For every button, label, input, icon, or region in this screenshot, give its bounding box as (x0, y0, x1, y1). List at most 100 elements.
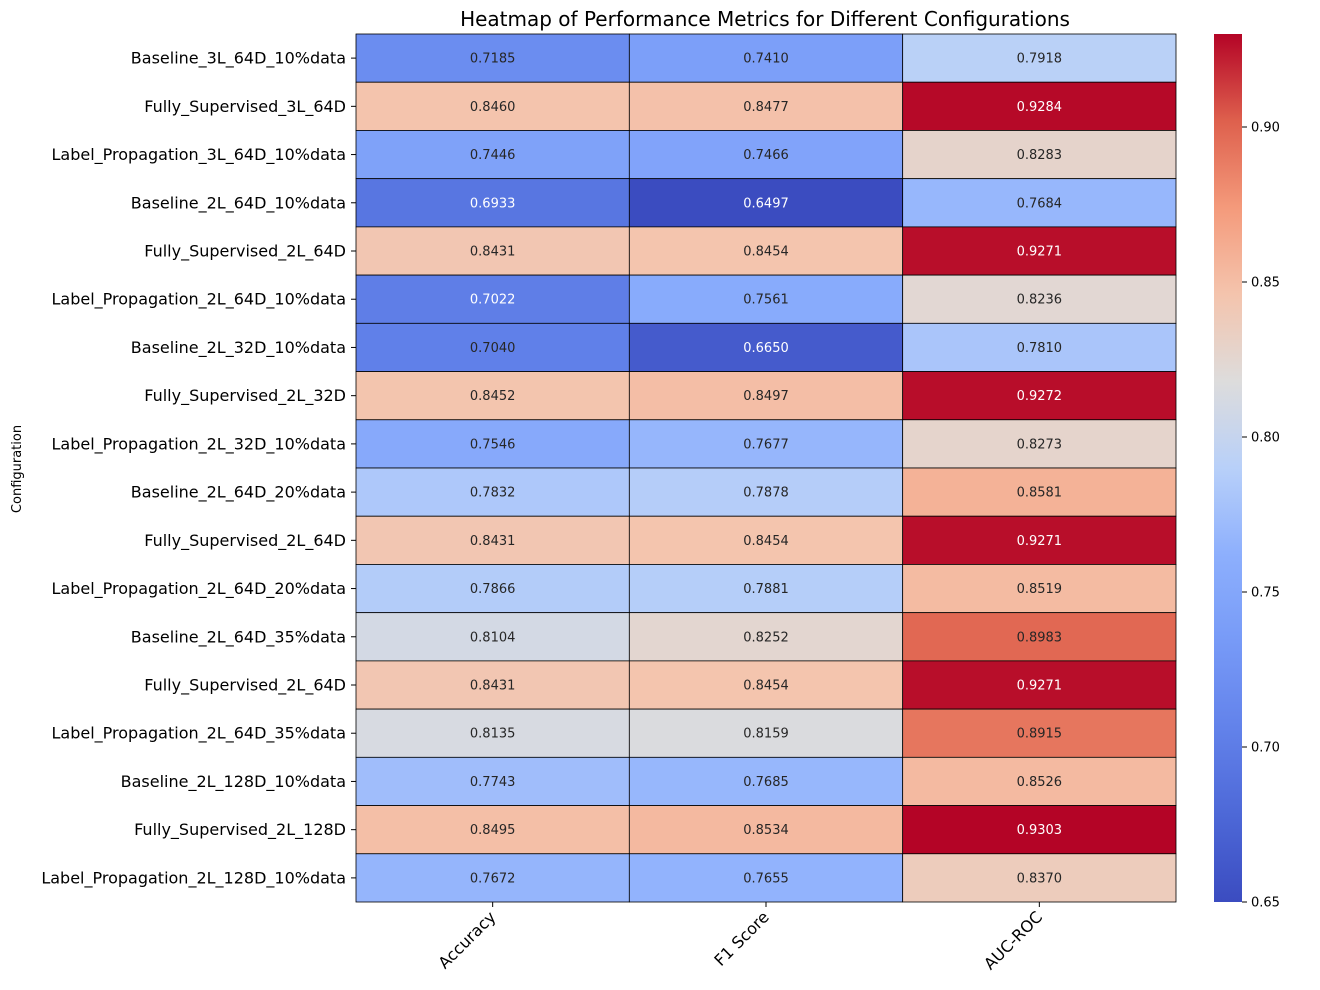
cell-value-label: 0.9272 (1017, 389, 1063, 404)
heatmap-cell (355, 660, 630, 710)
y-tick-label: Label_Propagation_2L_64D_10%data (52, 290, 347, 310)
cell-value-label: 0.7561 (743, 293, 789, 308)
heatmap-cell (628, 853, 904, 903)
cell-value-label: 0.7677 (743, 437, 789, 452)
heatmap-cell (628, 564, 904, 614)
cell-value-label: 0.8236 (1017, 293, 1063, 308)
x-tick-label: F1 Score (710, 907, 772, 969)
heatmap-cell (355, 419, 630, 469)
cell-value-label: 0.9271 (1017, 679, 1063, 694)
cell-value-label: 0.8431 (470, 245, 516, 260)
cell-value-label: 0.7866 (470, 582, 516, 597)
heatmap-cell (902, 322, 1177, 372)
heatmap-cell (628, 612, 904, 662)
cell-value-label: 0.8495 (470, 823, 516, 838)
colorbar-tick-label: 0.80 (1251, 431, 1280, 446)
heatmap-cell (628, 81, 904, 131)
y-tick-label: Baseline_2L_64D_20%data (131, 483, 346, 503)
chart-title: Heatmap of Performance Metrics for Diffe… (460, 7, 1070, 31)
heatmap-cell (355, 467, 630, 517)
y-tick-label: Fully_Supervised_2L_64D (144, 531, 346, 551)
y-tick-label: Label_Propagation_3L_64D_10%data (52, 145, 347, 165)
x-tick-label: Accuracy (434, 907, 499, 972)
heatmap-cell (902, 660, 1177, 710)
heatmap-cell (902, 708, 1177, 758)
colorbar-tick-label: 0.85 (1251, 276, 1280, 291)
cell-value-label: 0.7918 (1017, 52, 1063, 67)
y-tick-label: Baseline_2L_64D_10%data (131, 193, 346, 213)
heatmap-cell (902, 612, 1177, 662)
cell-value-label: 0.8431 (470, 534, 516, 549)
y-tick-label: Fully_Supervised_2L_64D (144, 242, 346, 262)
cell-value-label: 0.8581 (1017, 486, 1063, 501)
heatmap-cell (628, 371, 904, 421)
colorbar-tick-label: 0.65 (1251, 896, 1280, 911)
heatmap-cell (355, 708, 630, 758)
heatmap-cell (902, 33, 1177, 83)
y-tick-label: Label_Propagation_2L_128D_10%data (41, 868, 346, 888)
heatmap-cell (628, 130, 904, 180)
cell-value-label: 0.7672 (470, 871, 516, 886)
cell-value-label: 0.8452 (470, 389, 516, 404)
cell-value-label: 0.7185 (470, 52, 516, 67)
x-tick-label: AUC-ROC (980, 907, 1046, 973)
cell-value-label: 0.8534 (743, 823, 789, 838)
cell-value-label: 0.8454 (743, 534, 789, 549)
heatmap-cell (902, 756, 1177, 806)
colorbar-gradient (1214, 34, 1242, 902)
heatmap-cell (355, 756, 630, 806)
heatmap-cell (355, 81, 630, 131)
cell-value-label: 0.7881 (743, 582, 789, 597)
cell-value-label: 0.8431 (470, 679, 516, 694)
cell-value-label: 0.7410 (743, 52, 789, 67)
cell-value-label: 0.8519 (1017, 582, 1063, 597)
cell-value-label: 0.6650 (743, 341, 789, 356)
heatmap-cell (902, 805, 1177, 855)
heatmap-cell (902, 81, 1177, 131)
cell-value-label: 0.6933 (470, 196, 516, 211)
heatmap-cell (628, 467, 904, 517)
heatmap-cell (355, 178, 630, 228)
y-tick-label: Fully_Supervised_2L_128D (134, 820, 346, 840)
heatmap-cell (628, 33, 904, 83)
y-tick-label: Label_Propagation_2L_64D_20%data (52, 579, 347, 599)
cell-value-label: 0.8283 (1017, 148, 1063, 163)
cell-value-label: 0.7878 (743, 486, 789, 501)
heatmap-cell (902, 564, 1177, 614)
cell-value-label: 0.8477 (743, 100, 789, 115)
heatmap-cell (902, 178, 1177, 228)
cell-value-label: 0.8526 (1017, 775, 1063, 790)
heatmap-cell (902, 419, 1177, 469)
heatmap-cell (628, 756, 904, 806)
cell-value-label: 0.8915 (1017, 727, 1063, 742)
y-tick-label: Label_Propagation_2L_32D_10%data (52, 434, 347, 454)
row-labels: Baseline_3L_64D_10%data Fully_Supervised_… (41, 49, 356, 888)
cell-value-label: 0.7684 (1017, 196, 1063, 211)
y-tick-label: Baseline_3L_64D_10%data (131, 49, 346, 69)
cell-value-label: 0.7466 (743, 148, 789, 163)
cell-value-label: 0.7022 (470, 293, 516, 308)
cell-value-label: 0.9284 (1017, 100, 1063, 115)
heatmap-cell (355, 33, 630, 83)
cell-value-label: 0.9271 (1017, 245, 1063, 260)
cell-value-label: 0.8104 (470, 630, 516, 645)
heatmap-cell (628, 805, 904, 855)
heatmap-cell (902, 467, 1177, 517)
y-tick-label: Fully_Supervised_3L_64D (144, 97, 346, 117)
cell-value-label: 0.6497 (743, 196, 789, 211)
colorbar-tick-label: 0.75 (1251, 586, 1280, 601)
cell-value-label: 0.7810 (1017, 341, 1063, 356)
heatmap-cell (355, 371, 630, 421)
cell-value-label: 0.8273 (1017, 437, 1063, 452)
heatmap-cell (902, 274, 1177, 324)
y-tick-label: Fully_Supervised_2L_64D (144, 676, 346, 696)
cell-value-label: 0.8983 (1017, 630, 1063, 645)
cell-value-label: 0.9303 (1017, 823, 1063, 838)
cell-value-label: 0.7832 (470, 486, 516, 501)
cell-value-label: 0.7546 (470, 437, 516, 452)
heatmap-cell (355, 515, 630, 565)
y-tick-label: Baseline_2L_32D_10%data (131, 338, 346, 358)
cell-value-label: 0.7655 (743, 871, 789, 886)
cell-value-label: 0.7685 (743, 775, 789, 790)
